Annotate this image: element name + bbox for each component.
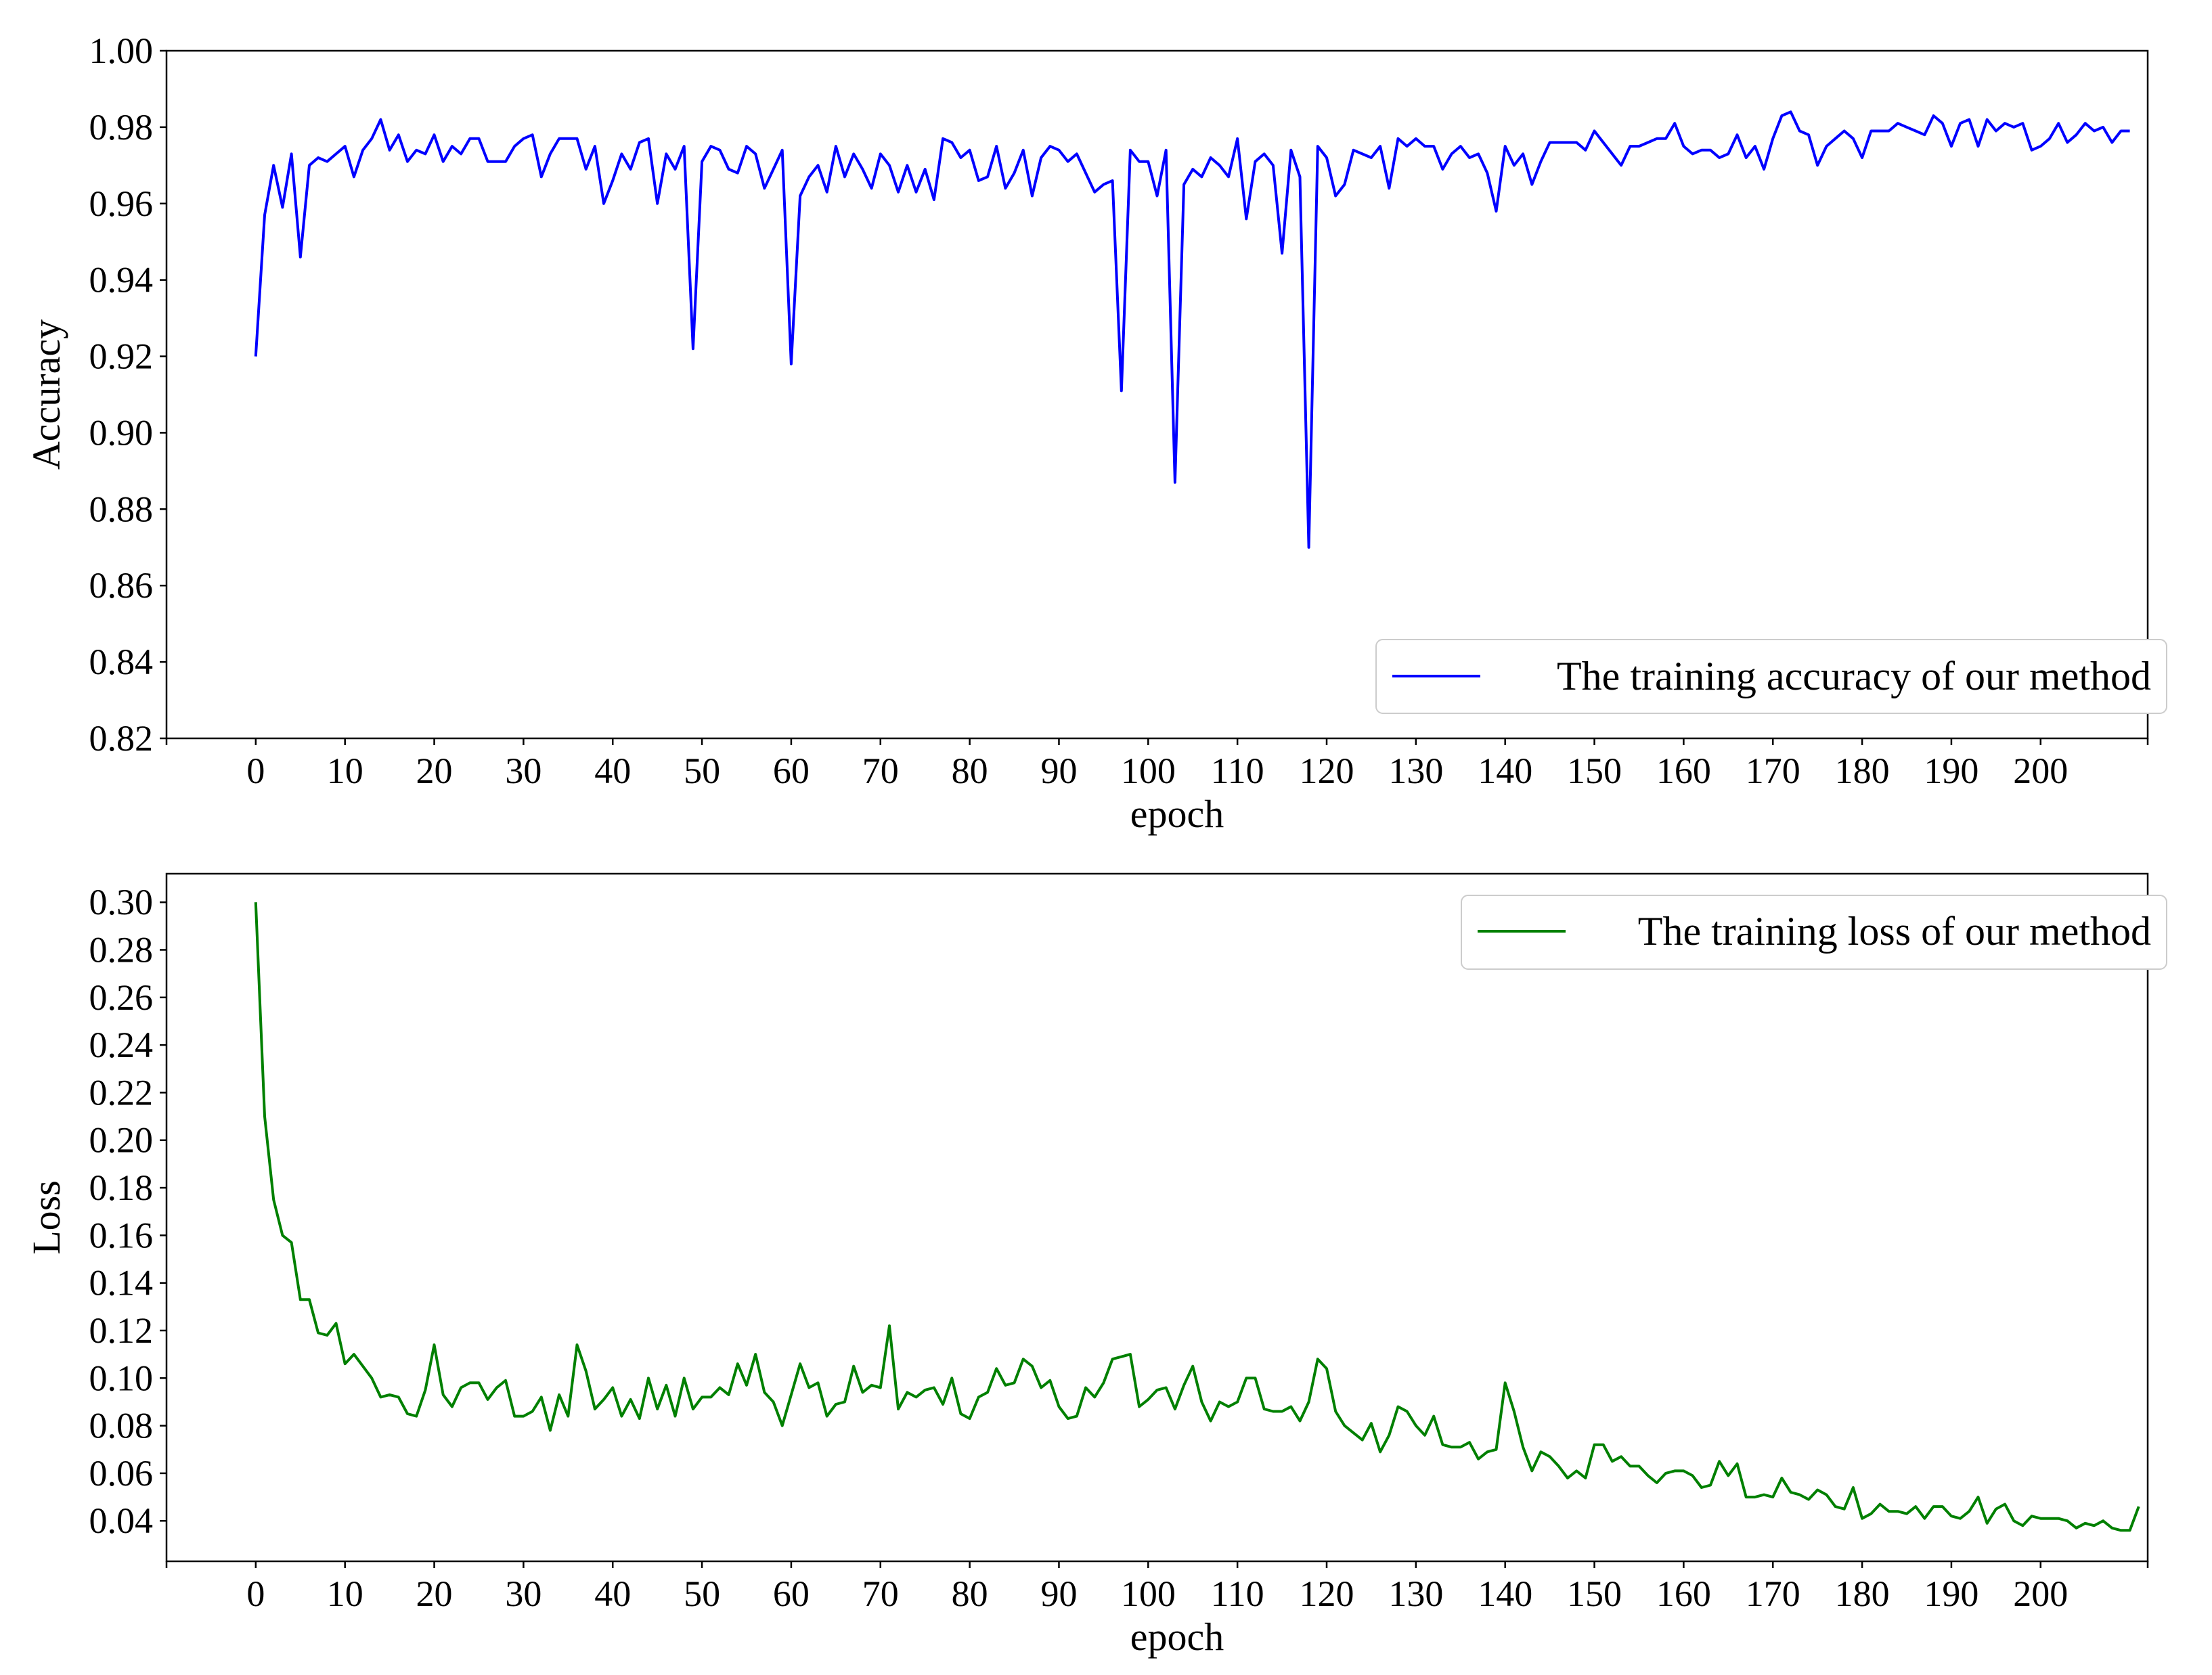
loss-y-tick-label: 0.28	[89, 929, 154, 970]
accuracy-x-tick-label: 0	[246, 751, 265, 791]
loss-x-tick-label: 150	[1567, 1573, 1622, 1614]
loss-y-tick-label: 0.30	[89, 882, 154, 922]
loss-x-tick-label: 60	[773, 1573, 810, 1614]
loss-y-axis: 0.04 0.06 0.08 0.10 0.12 0.14 0.16 0.18 0.20 0.22…	[89, 882, 167, 1541]
loss-x-tick-label: 180	[1835, 1573, 1890, 1614]
loss-x-tick-label: 10	[327, 1573, 363, 1614]
loss-x-tick-label: 160	[1656, 1573, 1711, 1614]
accuracy-x-tick-label: 150	[1567, 751, 1622, 791]
accuracy-x-tick-label: 200	[2013, 751, 2068, 791]
accuracy-x-axis: 0 10 20 30 40 50 60 70 80 90 100 110 120 130 140 150 160…	[165, 738, 2149, 791]
accuracy-x-tick-label: 20	[416, 751, 453, 791]
loss-plot-frame	[165, 872, 2149, 1563]
accuracy-y-tick-label: 0.96	[89, 183, 154, 224]
accuracy-x-tick-label: 130	[1388, 751, 1443, 791]
loss-x-tick-label: 80	[952, 1573, 988, 1614]
accuracy-x-tick-label: 80	[952, 751, 988, 791]
loss-y-axis-label: Loss	[24, 1180, 68, 1255]
accuracy-y-tick-label: 0.86	[89, 565, 154, 606]
loss-series-line	[254, 902, 2140, 1532]
loss-y-tick-label: 0.26	[89, 977, 154, 1018]
loss-y-tick-label: 0.20	[89, 1120, 154, 1161]
accuracy-x-tick-label: 50	[684, 751, 720, 791]
accuracy-x-tick-label: 140	[1478, 751, 1532, 791]
accuracy-y-tick-label: 0.88	[89, 489, 154, 529]
loss-legend-label: The training loss of our method	[1638, 909, 2151, 954]
loss-x-tick-label: 20	[416, 1573, 453, 1614]
loss-x-tick-label: 130	[1388, 1573, 1443, 1614]
loss-chart: 0.04 0.06 0.08 0.10 0.12 0.14 0.16 0.18 0.20 0.22…	[24, 872, 2167, 1659]
loss-x-tick-label: 200	[2013, 1573, 2068, 1614]
loss-y-tick-label: 0.18	[89, 1167, 154, 1208]
accuracy-x-tick-label: 110	[1211, 751, 1264, 791]
accuracy-plot-frame	[165, 49, 2149, 740]
accuracy-y-axis-label: Accuracy	[24, 319, 68, 470]
loss-x-axis-label: epoch	[1130, 1615, 1224, 1659]
accuracy-legend-box	[1375, 639, 2167, 714]
loss-x-tick-label: 40	[594, 1573, 631, 1614]
accuracy-x-tick-label: 10	[327, 751, 363, 791]
loss-y-tick-label: 0.12	[89, 1310, 154, 1351]
accuracy-x-tick-label: 30	[505, 751, 541, 791]
accuracy-x-tick-label: 120	[1300, 751, 1354, 791]
accuracy-legend-label: The training accuracy of our method	[1557, 654, 2151, 698]
loss-x-tick-label: 30	[505, 1573, 541, 1614]
loss-x-tick-label: 110	[1211, 1573, 1264, 1614]
accuracy-y-tick-label: 1.00	[89, 30, 154, 71]
accuracy-x-tick-label: 70	[862, 751, 899, 791]
accuracy-y-tick-label: 0.82	[89, 718, 154, 759]
accuracy-x-tick-label: 60	[773, 751, 810, 791]
loss-y-tick-label: 0.16	[89, 1215, 154, 1255]
accuracy-x-tick-label: 180	[1835, 751, 1890, 791]
loss-legend-box	[1461, 895, 2167, 970]
loss-y-tick-label: 0.10	[89, 1358, 154, 1398]
loss-x-tick-label: 0	[246, 1573, 265, 1614]
accuracy-x-tick-label: 40	[594, 751, 631, 791]
loss-x-tick-label: 190	[1924, 1573, 1978, 1614]
accuracy-y-axis: 0.82 0.84 0.86 0.88 0.90 0.92 0.94 0.96 0.98 1.00	[89, 30, 167, 759]
loss-x-tick-label: 120	[1300, 1573, 1354, 1614]
loss-x-tick-label: 90	[1040, 1573, 1077, 1614]
loss-x-tick-label: 100	[1121, 1573, 1176, 1614]
loss-x-tick-label: 170	[1746, 1573, 1800, 1614]
loss-x-tick-label: 70	[862, 1573, 899, 1614]
accuracy-legend: The training accuracy of our method	[1375, 639, 2167, 714]
accuracy-y-tick-label: 0.94	[89, 260, 154, 300]
accuracy-y-tick-label: 0.90	[89, 412, 154, 453]
accuracy-x-tick-label: 90	[1040, 751, 1077, 791]
loss-y-tick-label: 0.04	[89, 1500, 154, 1541]
accuracy-y-tick-label: 0.84	[89, 642, 154, 682]
accuracy-x-axis-label: epoch	[1130, 792, 1224, 836]
loss-y-tick-label: 0.06	[89, 1453, 154, 1494]
loss-x-axis: 0 10 20 30 40 50 60 70 80 90 100 110 120 130 140 150 160…	[165, 1561, 2149, 1614]
accuracy-x-tick-label: 100	[1121, 751, 1176, 791]
loss-y-tick-label: 0.14	[89, 1263, 154, 1303]
accuracy-y-tick-label: 0.92	[89, 336, 154, 377]
accuracy-x-tick-label: 160	[1656, 751, 1711, 791]
accuracy-x-tick-label: 170	[1746, 751, 1800, 791]
accuracy-y-tick-label: 0.98	[89, 107, 154, 148]
accuracy-chart: 0.82 0.84 0.86 0.88 0.90 0.92 0.94 0.96 0.98 1.00…	[24, 30, 2167, 836]
loss-y-tick-label: 0.22	[89, 1072, 154, 1113]
loss-y-tick-label: 0.24	[89, 1025, 154, 1065]
accuracy-x-tick-label: 190	[1924, 751, 1978, 791]
loss-y-tick-label: 0.08	[89, 1406, 154, 1446]
accuracy-series-line	[254, 110, 2130, 549]
loss-legend: The training loss of our method	[1461, 895, 2167, 970]
loss-x-tick-label: 140	[1478, 1573, 1532, 1614]
loss-x-tick-label: 50	[684, 1573, 720, 1614]
